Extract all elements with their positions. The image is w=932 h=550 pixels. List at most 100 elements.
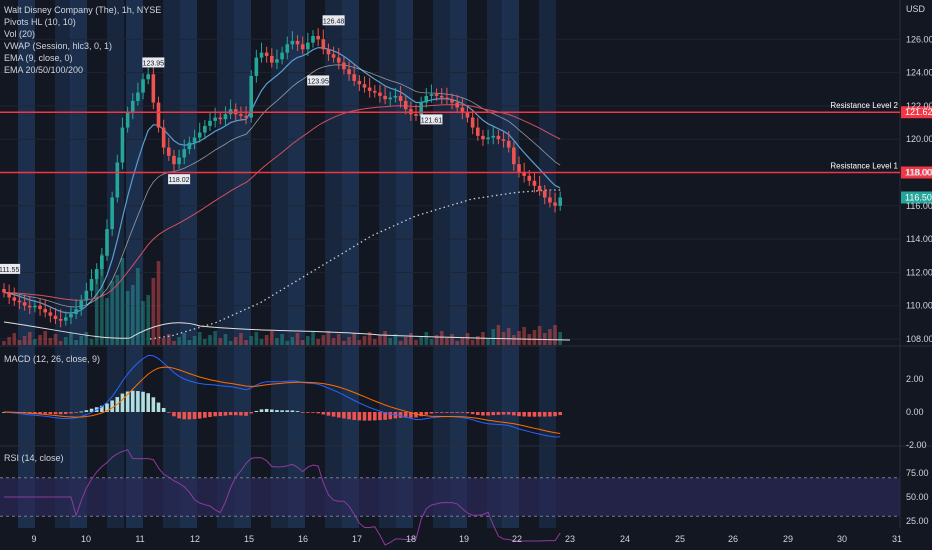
macd-histogram-bar (476, 412, 480, 415)
macd-histogram-bar (450, 412, 454, 413)
candle-body (74, 309, 78, 315)
pivot-label: 121.61 (421, 117, 443, 124)
volume-bar (398, 341, 403, 345)
candle-body (496, 135, 501, 140)
volume-bar (491, 329, 496, 345)
volume-bar (125, 291, 130, 345)
candle-body (290, 40, 295, 45)
macd-histogram-bar (517, 412, 521, 417)
session-band (539, 0, 556, 528)
candle-body (414, 114, 418, 116)
volume-bar (197, 332, 202, 345)
symbol-title[interactable]: Walt Disney Company (The), 1h, NYSE (4, 5, 162, 15)
macd-histogram-bar (378, 412, 382, 421)
macd-legend[interactable]: MACD (12, 26, close, 9) (4, 353, 100, 365)
pivot-label: 126.48 (323, 18, 345, 25)
macd-histogram-bar (445, 412, 449, 413)
macd-histogram-bar (306, 412, 310, 413)
volume-bar (373, 339, 377, 345)
indicator-ema9[interactable]: EMA (9, close, 0) (4, 53, 73, 63)
macd-histogram-bar (89, 408, 94, 412)
candle-body (491, 135, 496, 138)
volume-bar (94, 271, 99, 345)
candle-body (326, 49, 331, 55)
price-tag: 118.00 (905, 168, 932, 178)
volume-bar (136, 268, 140, 345)
volume-bar (357, 340, 362, 345)
axes: 126.00124.00122.00120.00118.00116.00114.… (31, 4, 932, 544)
candle-body (506, 140, 511, 148)
candle-body (244, 115, 248, 118)
time-tick: 12 (190, 534, 200, 544)
macd-histogram-bar (398, 412, 403, 418)
volume-ma-line (3, 321, 571, 341)
candle-body (192, 137, 197, 143)
pivot-label: 123.95 (307, 78, 329, 85)
macd-histogram-bar (486, 412, 490, 416)
candle-body (373, 90, 377, 93)
macd-histogram-bar (151, 397, 156, 412)
volume-bar (295, 333, 300, 345)
volume-bar (167, 334, 171, 345)
time-tick: 24 (620, 534, 630, 544)
volume-bar (270, 331, 274, 345)
current-price-bg (901, 191, 932, 204)
indicator-pivots[interactable]: Pivots HL (10, 10) (4, 17, 76, 27)
session-band (70, 0, 87, 528)
macd-histogram-bar (228, 412, 233, 416)
macd-histogram-bar (182, 412, 187, 420)
candle-body (280, 52, 284, 60)
rsi-label: RSI (14, close) (4, 453, 64, 463)
macd-tick: -2.00 (906, 440, 927, 450)
candle-body (306, 42, 310, 50)
price-tick: 118.00 (906, 168, 932, 178)
indicator-ema-multi[interactable]: EMA 20/50/100/200 (4, 65, 84, 75)
volume-bar (156, 261, 161, 345)
session-band (107, 0, 124, 528)
macd-label: MACD (12, 26, close, 9) (4, 354, 101, 364)
volume-bar (53, 334, 58, 345)
macd-histogram-bar (352, 412, 356, 420)
price-tick: 114.00 (906, 234, 932, 244)
rsi-tick: 25.00 (906, 516, 929, 526)
macd-histogram-bar (130, 390, 135, 412)
volume-bar (419, 336, 423, 345)
pivot-label-bg (322, 15, 345, 26)
time-tick: 25 (675, 534, 685, 544)
candle-body (223, 114, 228, 120)
macd-histogram-bar (53, 412, 58, 415)
time-tick: 31 (892, 534, 902, 544)
candle-body (388, 97, 393, 100)
volume-bar (244, 340, 248, 345)
candle-body (455, 102, 459, 108)
macd-histogram-bar (347, 412, 351, 420)
macd-histogram-bar (548, 412, 552, 417)
candle-body (146, 74, 150, 80)
rsi-band (0, 477, 900, 517)
volume-bar (79, 336, 84, 345)
macd-histogram-bar (455, 412, 459, 413)
volume-bar (7, 337, 11, 345)
volume-bar (48, 338, 53, 345)
candle-body (501, 139, 506, 141)
indicator-vwap[interactable]: VWAP (Session, hlc3, 0, 1) (4, 41, 113, 51)
rsi-legend[interactable]: RSI (14, close) (4, 452, 64, 464)
macd-histogram-bar (506, 412, 511, 415)
candle-body (161, 127, 166, 148)
candle-body (347, 69, 351, 75)
pivot-label-bg (168, 174, 191, 185)
resistance-label: Resistance Level 2 (830, 101, 898, 110)
macd-histogram-bar (383, 412, 387, 420)
volume-bar (84, 332, 89, 345)
candle-body (38, 305, 42, 310)
candle-body (434, 94, 439, 96)
macd-histogram-bar (161, 407, 166, 412)
macd-histogram-bar (465, 412, 470, 414)
macd-histogram-bar (558, 412, 562, 416)
rsi-line (4, 449, 561, 546)
candle-body (197, 132, 202, 138)
main-legend: Walt Disney Company (The), 1h, NYSE Pivo… (4, 4, 161, 76)
pivot-labels: 111.55 123.95 118.02 126.48 123.95 121.61 (0, 15, 443, 274)
indicator-vol[interactable]: Vol (20) (4, 29, 36, 39)
